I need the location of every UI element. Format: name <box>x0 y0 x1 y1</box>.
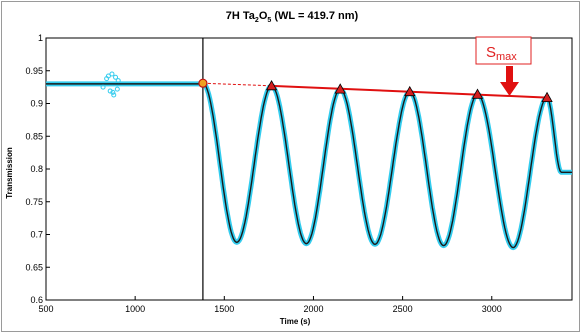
smax-box <box>475 36 532 65</box>
y-tick-label: 1 <box>38 33 43 43</box>
smax-label-sub: max <box>496 51 517 63</box>
chart-title: 7H Ta2O5 (WL = 419.7 nm) <box>226 10 359 24</box>
x-tick-label: 500 <box>38 304 53 314</box>
smax-label: Smax <box>486 44 517 63</box>
data-point <box>109 71 115 77</box>
data-point <box>100 84 106 90</box>
maximum-marker <box>541 91 553 103</box>
data-point <box>107 88 113 94</box>
y-tick-label: 0.75 <box>25 197 43 207</box>
series-measured <box>201 80 572 251</box>
x-tick-label: 2500 <box>393 304 413 314</box>
data-point <box>113 74 119 80</box>
y-tick-label: 0.65 <box>25 262 43 272</box>
y-tick-label: 0.8 <box>30 164 43 174</box>
maximum-marker <box>404 85 416 97</box>
chart-title-tail: (WL = 419.7 nm) <box>271 10 358 22</box>
x-tick-label: 3000 <box>482 304 502 314</box>
chart-title-sub2: 5 <box>267 17 271 24</box>
y-tick-label: 0.9 <box>30 99 43 109</box>
maximum-marker <box>265 79 278 91</box>
envelope-dashed <box>202 82 272 87</box>
x-axis-label: Time (s) <box>280 317 311 326</box>
x-tick-label: 1500 <box>214 304 234 314</box>
data-point <box>114 86 120 92</box>
x-tick-label: 1000 <box>125 304 145 314</box>
maximum-marker <box>471 88 484 99</box>
data-point <box>105 73 111 79</box>
y-tick-label: 0.6 <box>30 295 43 305</box>
start-point-marker <box>198 78 208 88</box>
x-tick-label: 2000 <box>303 304 323 314</box>
data-point <box>110 89 116 95</box>
y-tick-label: 0.85 <box>25 131 43 141</box>
chart-title-main: 7H Ta <box>226 10 256 22</box>
smax-label-main: S <box>486 44 496 61</box>
chart-title-sub1: 2 <box>255 17 259 24</box>
y-axis-label: Transmission <box>5 147 14 199</box>
smax-arrow-icon <box>500 66 519 96</box>
plot-area: 500 1000 1500 2000 2500 3000 0.6 0.65 0.7 0.75 0.8… <box>25 33 573 314</box>
series-fit <box>202 82 572 249</box>
chart-title-mid: O <box>259 10 268 22</box>
smax-annotation: Smax <box>475 36 532 96</box>
y-tick-label: 0.95 <box>25 66 43 76</box>
data-point <box>115 78 121 84</box>
y-tick-label: 0.7 <box>30 230 43 240</box>
data-point <box>111 92 117 98</box>
maximum-marker <box>334 83 346 94</box>
